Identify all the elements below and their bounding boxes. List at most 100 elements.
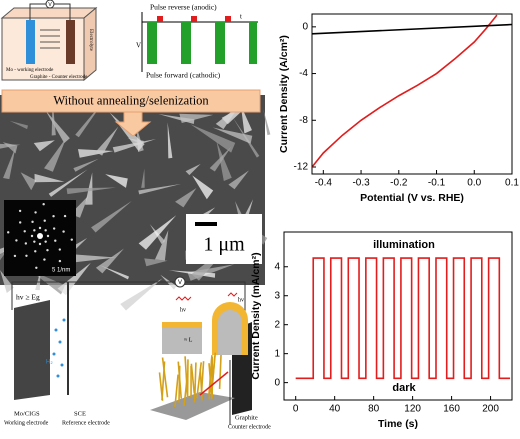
working-label: Mo - working electrode: [6, 68, 54, 73]
counter-label: Graphite - Counter electrode: [30, 75, 88, 80]
x-tick-label: 40: [329, 404, 341, 415]
y-tick-label: 4: [274, 261, 280, 272]
diffraction-spot: [19, 210, 21, 212]
electrolyte-label: Electrolyte: [88, 29, 93, 52]
x-tick-label: 0.0: [467, 178, 481, 189]
x-tick-label: 160: [443, 404, 460, 415]
light-label-2: hv: [238, 297, 244, 303]
y-axis-title: Current Density (mA/cm²): [250, 252, 262, 379]
diffraction-spot: [33, 229, 35, 231]
light-label: hv ≥ Eg: [16, 293, 40, 302]
x-axis-title: Time (s): [378, 418, 418, 430]
substrate: [162, 328, 202, 354]
reverse-pulse: [225, 16, 231, 22]
diffraction-spot: [19, 221, 21, 223]
y-tick-label: -4: [299, 68, 308, 79]
counter-label: Graphite: [235, 414, 258, 421]
working-electrode: [26, 20, 35, 64]
reverse-pulse: [157, 16, 163, 22]
scale-label: 1 μm: [203, 234, 245, 256]
y-tick-label: -8: [299, 115, 308, 126]
working-sub: Working electrode: [4, 420, 49, 426]
reference-label: SCE: [74, 410, 86, 417]
y-tick-label: 1: [274, 348, 280, 359]
plot-area: [296, 258, 510, 378]
beaker-top: [2, 8, 96, 18]
y-tick-label: 3: [274, 290, 280, 301]
reverse-label: Pulse reverse (anodic): [150, 3, 217, 12]
diffraction-spot: [31, 221, 33, 223]
diffraction-spot: [52, 215, 54, 217]
plot-frame: [312, 14, 512, 174]
diffraction-spot: [64, 215, 66, 217]
y-tick-label: 0: [274, 377, 280, 388]
x-tick-label: 0.1: [505, 178, 519, 189]
annotation: dark: [392, 382, 416, 394]
diffraction-spot: [7, 231, 9, 233]
diffraction-spot: [31, 235, 33, 237]
working-electrode: [14, 300, 50, 400]
plot-frame: [284, 232, 512, 400]
meter-label: V: [178, 280, 182, 286]
light-wave: [228, 293, 237, 296]
annotation: illumination: [373, 239, 435, 251]
y-axis-title: Current Density (A/cm²): [278, 35, 290, 153]
diffraction-spot: [54, 240, 56, 242]
diffraction-spot: [25, 255, 27, 257]
light-label-1: hv: [180, 307, 186, 313]
diffraction-spot: [24, 230, 26, 232]
diffraction-spot: [47, 235, 49, 237]
voltage-label: V: [136, 42, 141, 50]
x-tick-label: 120: [404, 404, 421, 415]
diffraction-spot: [44, 220, 46, 222]
diffraction-spot: [39, 243, 41, 245]
diffraction-spot: [44, 240, 46, 242]
light-wave: [176, 297, 191, 300]
wire-core: [218, 310, 242, 355]
gas-label: H₂: [46, 360, 53, 366]
x-tick-label: -0.2: [390, 178, 408, 189]
forward-pulse: [181, 22, 191, 64]
forward-label: Pulse forward (cathodic): [146, 71, 221, 80]
x-tick-label: -0.4: [315, 178, 333, 189]
forward-pulse: [249, 22, 257, 64]
reverse-pulse: [191, 16, 197, 22]
forward-pulse: [215, 22, 225, 64]
plot-area: [312, 15, 512, 167]
data-line: [296, 258, 510, 378]
diffraction-spot: [44, 229, 46, 231]
diffraction-spot: [25, 242, 27, 244]
banner-text: Without annealing/selenization: [53, 93, 209, 107]
nanowire: [179, 366, 180, 403]
nanowire: [220, 355, 221, 389]
diffraction-spot: [59, 248, 61, 250]
diffraction-spot: [59, 260, 61, 262]
diffraction-spot: [14, 255, 16, 257]
diffraction-spot: [43, 258, 45, 260]
diffraction-spot: [42, 203, 44, 205]
diffraction-spot: [62, 230, 64, 232]
diffraction-spot: [34, 250, 36, 252]
x-tick-label: 200: [482, 404, 499, 415]
x-axis-title: Potential (V vs. RHE): [360, 192, 464, 204]
forward-pulse: [147, 22, 157, 64]
diffraction-scale: 5 1/nm: [52, 268, 70, 274]
x-tick-label: 0: [293, 404, 299, 415]
diffraction-spot: [53, 227, 55, 229]
length-label: ≈ L: [184, 337, 193, 343]
y-tick-label: 0: [302, 21, 308, 32]
y-tick-label: 2: [274, 319, 280, 330]
diffraction-spot: [33, 240, 35, 242]
cell-schematic: V Mo - working electrode Graphite - Coun…: [2, 0, 96, 80]
diffraction-center: [37, 233, 43, 239]
diffraction-spot: [15, 239, 17, 241]
diffraction-spot: [34, 211, 36, 213]
bubbles: [53, 319, 66, 378]
diffraction-spot: [35, 267, 37, 269]
diffraction-spot: [71, 238, 73, 240]
diffraction-spot: [39, 227, 41, 229]
x-tick-label: -0.3: [352, 178, 370, 189]
